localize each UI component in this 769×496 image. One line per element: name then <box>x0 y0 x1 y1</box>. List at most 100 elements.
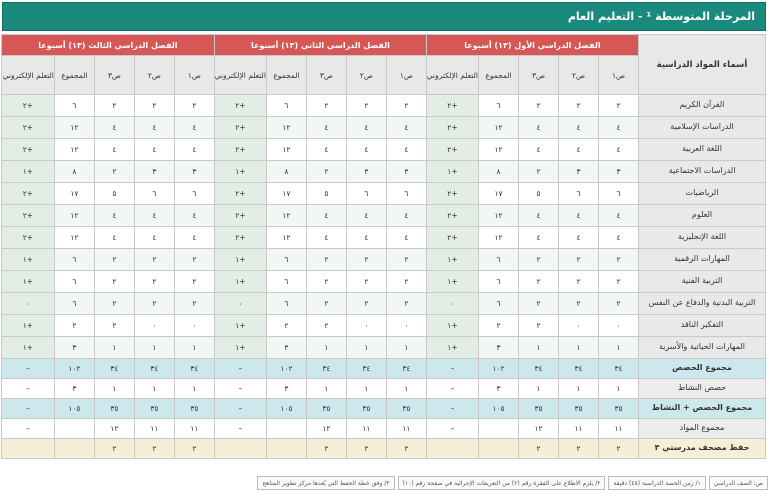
hours-cell: ٤ <box>558 204 599 227</box>
hours-cell: ٢ <box>133 292 175 315</box>
hours-cell: ٤ <box>305 226 347 249</box>
hours-cell: ٣ <box>385 160 427 183</box>
hours-cell: ٢ <box>518 160 559 183</box>
hours-cell: ٢ <box>385 292 427 315</box>
e-learning-cell: – <box>0 358 55 379</box>
hours-cell: ٤ <box>558 226 599 249</box>
total-cell: ٨ <box>478 160 519 183</box>
footnote: ص: الصف الدراسي <box>708 476 768 490</box>
total-cell: ٦ <box>478 248 519 271</box>
hours-cell: ١ <box>518 378 559 399</box>
e-learning-cell <box>0 438 55 459</box>
hours-cell: ٢ <box>558 248 599 271</box>
total-cell <box>53 418 95 439</box>
total-cell: ١٠٥ <box>478 398 519 419</box>
hours-cell: ١١ <box>345 418 387 439</box>
hours-cell: ٣٥ <box>133 398 175 419</box>
subject-name: التربية الفنية <box>638 270 766 293</box>
total-cell: ٦ <box>478 270 519 293</box>
hours-cell: ٣ <box>598 160 639 183</box>
hours-cell: ١ <box>518 336 559 359</box>
e-learning-cell: +٢ <box>425 226 480 249</box>
hours-cell: ٢ <box>598 292 639 315</box>
hours-cell: ٢ <box>385 270 427 293</box>
total-cell: ٦ <box>265 292 307 315</box>
total-cell: ٢ <box>478 314 519 337</box>
hours-cell: ٣٥ <box>173 398 215 419</box>
subject-name: الدراسات الاجتماعية <box>638 160 766 183</box>
table-row: مجموع المواد ١١ ١١ ١٢–١١ ١١ ١٢–١١ ١١ ١٢– <box>0 418 766 439</box>
hours-cell: ٤ <box>345 116 387 139</box>
hours-cell: ٦ <box>345 182 387 205</box>
hours-cell: ٤ <box>93 226 135 249</box>
hours-cell: ٢ <box>305 292 347 315</box>
column-header-total: المجموع <box>478 55 519 95</box>
column-header-grade-3: ص٣ <box>93 55 135 95</box>
e-learning-cell: – <box>213 358 267 379</box>
hours-cell: ٢ <box>305 160 347 183</box>
table-row: التربية البدنية والدفاع عن النفس ٢ ٢ ٢ ٦ ٠ ٢ ٢ ٢… <box>0 292 766 315</box>
hours-cell: ٣٥ <box>93 398 135 419</box>
total-cell: ١٢ <box>53 138 95 161</box>
table-row: المهارات الحياتية والأسرية ١ ١ ١ ٣ +١ ١ ١ ١ ٣ +١ ١ ١… <box>0 336 766 359</box>
e-learning-cell <box>213 438 267 459</box>
hours-cell: ٣٤ <box>558 358 599 379</box>
page-title: المرحلة المتوسطة ¹ - التعليم العام <box>2 2 766 31</box>
hours-cell: ٢ <box>558 292 599 315</box>
total-cell: ١٠٢ <box>478 358 519 379</box>
total-cell: ١٧ <box>265 182 307 205</box>
hours-cell: ١ <box>93 336 135 359</box>
column-header-e-learning: التعلم الإلكتروني ٢ <box>213 55 267 95</box>
total-cell: ١٧ <box>53 182 95 205</box>
subject-name: التفكير الناقد <box>638 314 766 337</box>
hours-cell: ٤ <box>305 116 347 139</box>
total-cell: ١٢ <box>265 138 307 161</box>
total-cell: ١٢ <box>478 226 519 249</box>
hours-cell: ٦ <box>598 182 639 205</box>
total-cell <box>265 438 307 459</box>
e-learning-cell: – <box>425 378 480 399</box>
subject-name: المهارات الرقمية <box>638 248 766 271</box>
hours-cell: ٦ <box>558 182 599 205</box>
hours-cell: ٢ <box>173 94 215 117</box>
e-learning-cell: +٢ <box>425 182 480 205</box>
e-learning-cell: – <box>425 358 480 379</box>
hours-cell: ٠ <box>133 314 175 337</box>
hours-cell: ١ <box>598 336 639 359</box>
subjects-header: أسماء المواد الدراسية <box>638 34 766 95</box>
e-learning-cell: +١ <box>425 314 480 337</box>
hours-cell: ٤ <box>558 116 599 139</box>
total-cell: ٨ <box>53 160 95 183</box>
e-learning-cell: +١ <box>0 160 55 183</box>
column-header-grade-1: ص١ <box>173 55 215 95</box>
e-learning-cell: +٢ <box>0 204 55 227</box>
hours-cell: ٠ <box>598 314 639 337</box>
hours-cell: ١ <box>558 336 599 359</box>
e-learning-cell: +٢ <box>425 204 480 227</box>
hours-cell: ٢ <box>93 248 135 271</box>
e-learning-cell: +١ <box>425 160 480 183</box>
column-header-e-learning: التعلم الإلكتروني ٢ <box>425 55 480 95</box>
hours-cell: ٤ <box>305 204 347 227</box>
hours-cell: ٢ <box>385 248 427 271</box>
e-learning-cell: +١ <box>0 248 55 271</box>
hours-cell: ٢ <box>173 438 215 459</box>
hours-cell: ٢ <box>598 438 639 459</box>
table-row: اللغة العربية ٤ ٤ ٤ ١٢ +٢ ٤ ٤ ٤ ١٢ +٢ ٤ ٤ ٤ ١٢ +٢ <box>0 138 766 161</box>
hours-cell: ٣٤ <box>385 358 427 379</box>
hours-cell: ٤ <box>345 138 387 161</box>
hours-cell: ٤ <box>173 204 215 227</box>
hours-cell: ١ <box>173 378 215 399</box>
hours-cell: ٥ <box>518 182 559 205</box>
e-learning-cell: – <box>0 418 55 439</box>
hours-cell: ٣٤ <box>133 358 175 379</box>
total-cell: ٢ <box>53 314 95 337</box>
hours-cell: ٣٤ <box>305 358 347 379</box>
semester-2-header: الفصل الدراسي الثاني (١٣) أسبوعا <box>213 34 427 56</box>
total-cell: ٦ <box>265 248 307 271</box>
hours-cell: ٤ <box>385 204 427 227</box>
total-cell <box>53 438 95 459</box>
hours-cell: ٥ <box>305 182 347 205</box>
hours-cell: ١ <box>345 336 387 359</box>
